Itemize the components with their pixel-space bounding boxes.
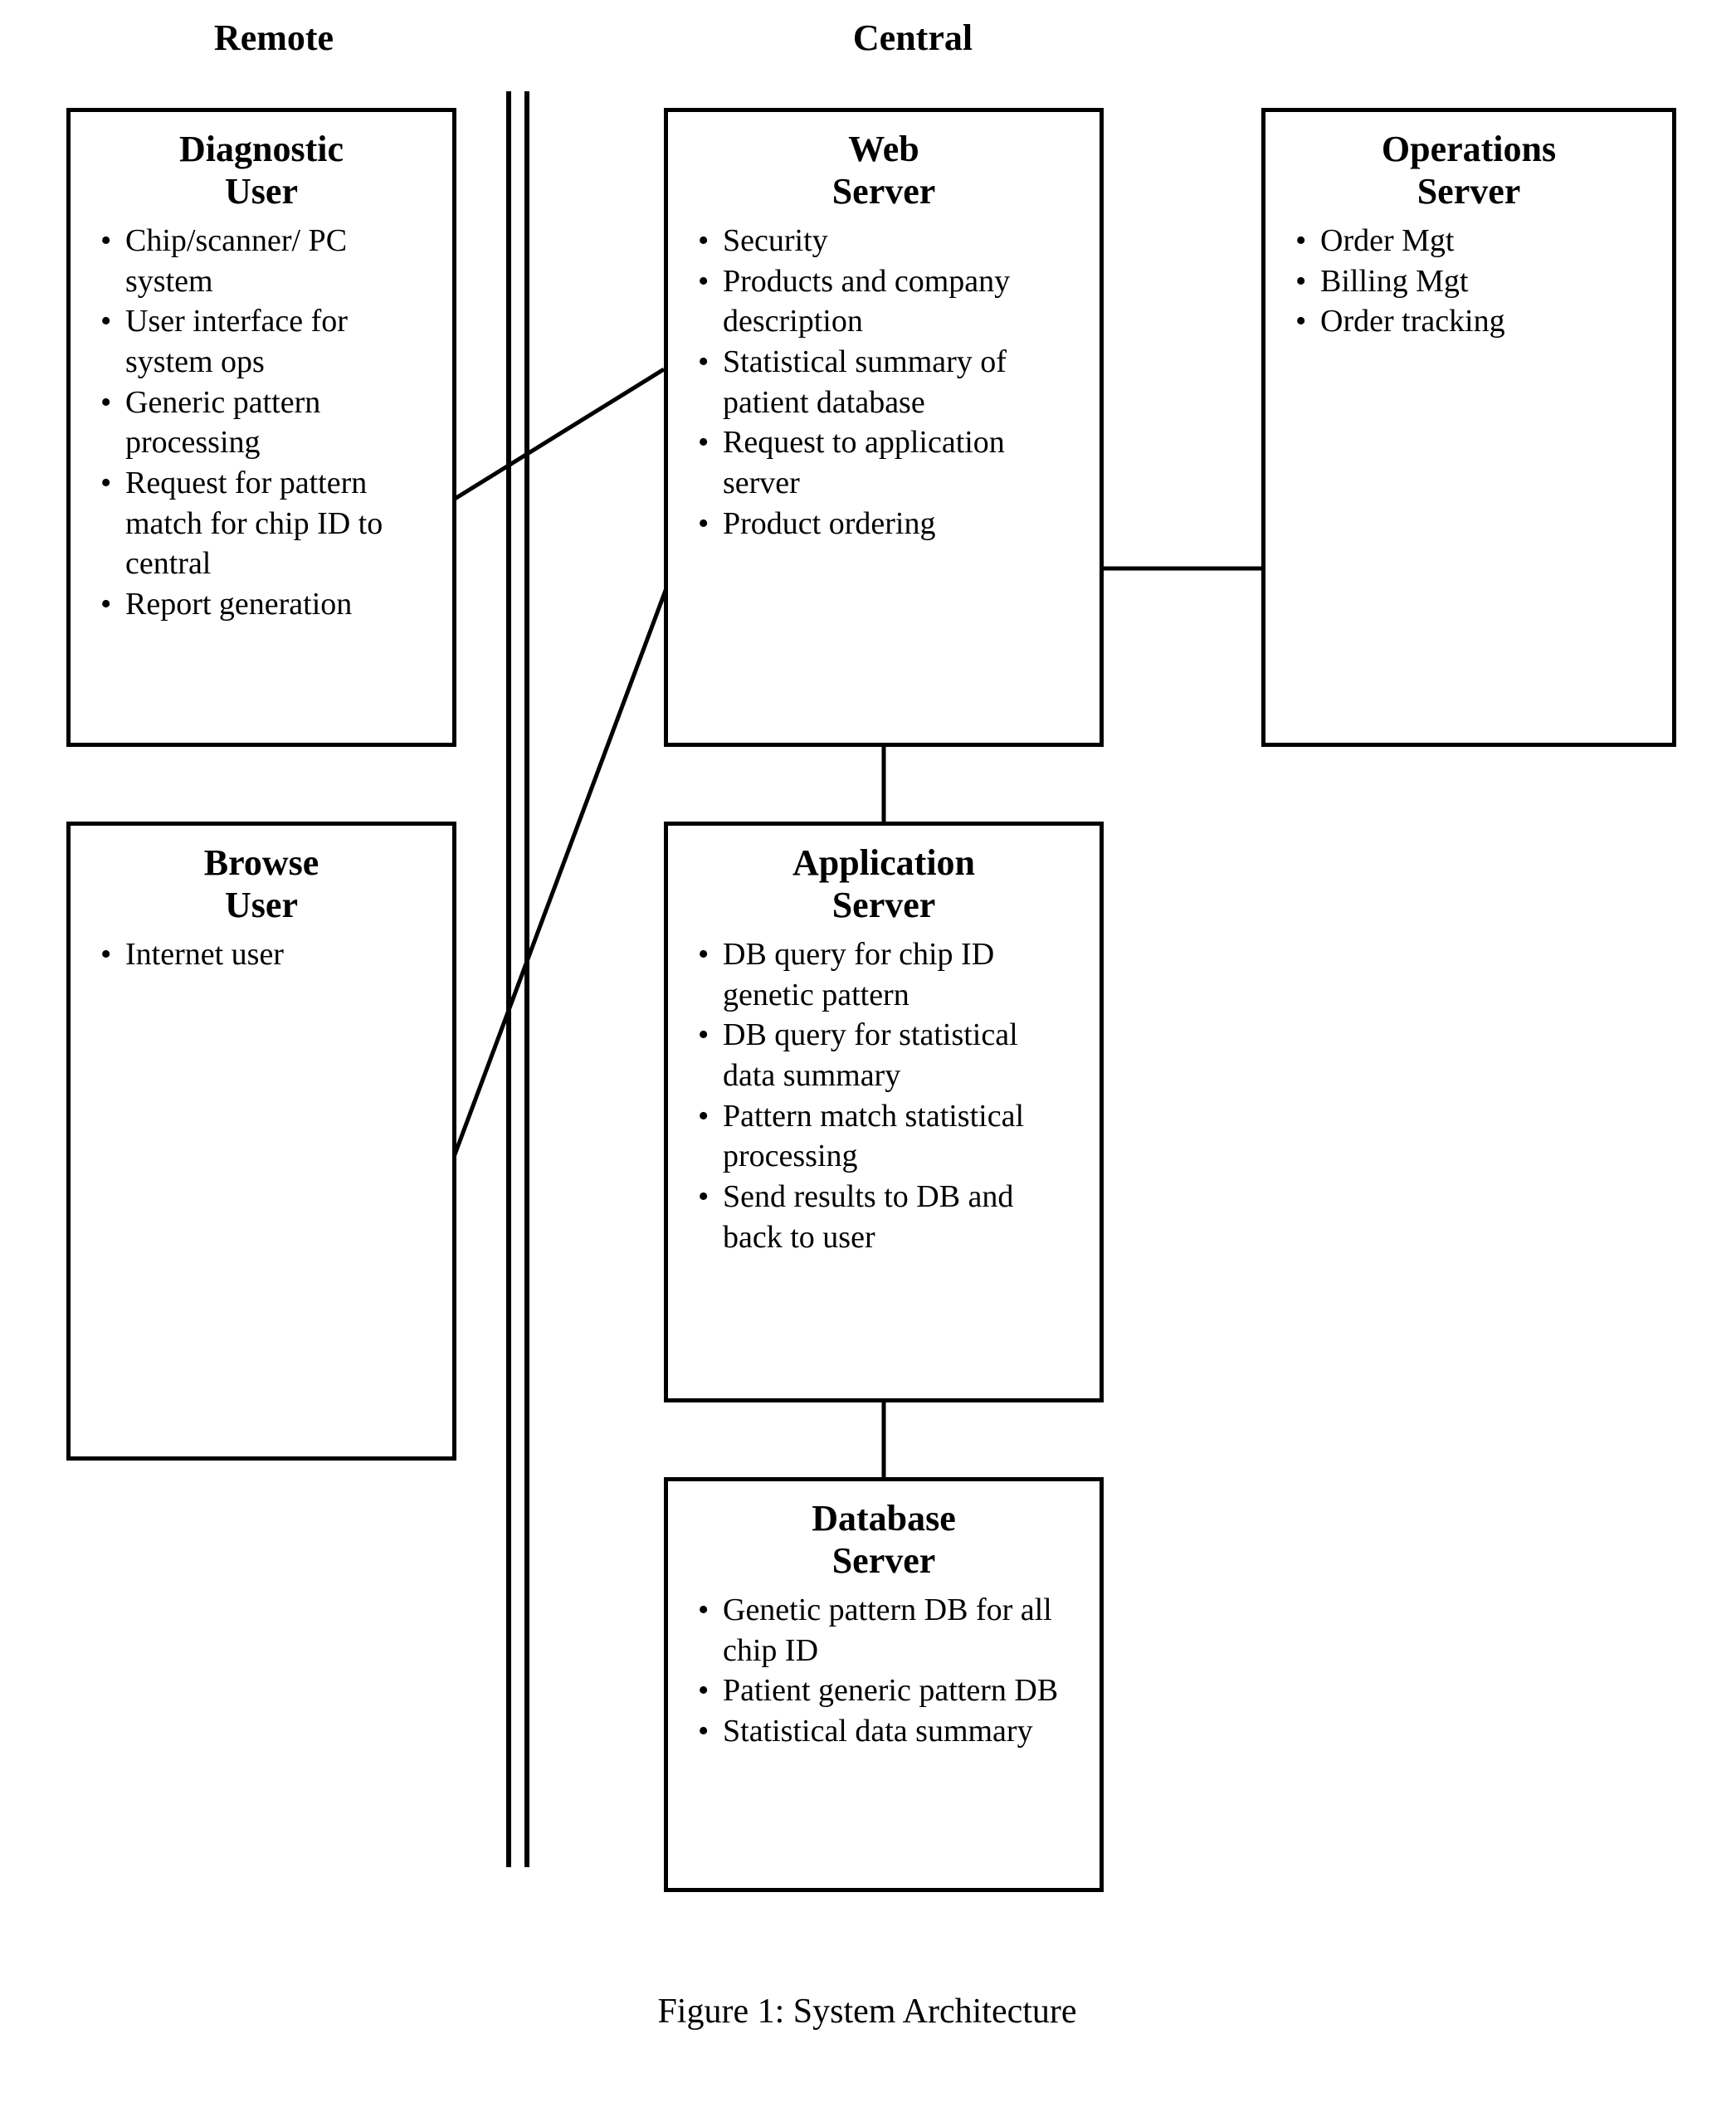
node-title: Diagnostic User	[95, 129, 427, 212]
list-item: Products and company description	[698, 261, 1075, 342]
list-item: Generic pattern processing	[100, 383, 427, 463]
list-item: Report generation	[100, 584, 427, 625]
list-item: Statistical data summary	[698, 1711, 1075, 1752]
node-items: Security Products and company descriptio…	[693, 221, 1075, 544]
node-items: Chip/scanner/ PC system User interface f…	[95, 221, 427, 624]
list-item: Security	[698, 221, 1075, 261]
title-line-2: User	[225, 171, 298, 212]
list-item: Request to application server	[698, 422, 1075, 503]
list-item: Pattern match statistical processing	[698, 1096, 1075, 1177]
title-line-1: Application	[792, 842, 975, 883]
list-item: Product ordering	[698, 504, 1075, 544]
node-items: Order Mgt Billing Mgt Order tracking	[1290, 221, 1647, 342]
list-item: Billing Mgt	[1295, 261, 1647, 302]
diagram-canvas: Remote Central Diagnostic User Chip/scan…	[0, 0, 1736, 2112]
title-line-2: Server	[1417, 171, 1521, 212]
title-line-1: Web	[848, 129, 919, 169]
title-line-1: Operations	[1382, 129, 1556, 169]
list-item: DB query for statistical data summary	[698, 1015, 1075, 1095]
node-diagnostic-user: Diagnostic User Chip/scanner/ PC system …	[66, 108, 456, 747]
node-title: Browse User	[95, 842, 427, 926]
node-title: Operations Server	[1290, 129, 1647, 212]
list-item: DB query for chip ID genetic pattern	[698, 934, 1075, 1015]
section-header-remote: Remote	[149, 17, 398, 59]
node-items: DB query for chip ID genetic pattern DB …	[693, 934, 1075, 1257]
node-web-server: Web Server Security Products and company…	[664, 108, 1104, 747]
list-item: Statistical summary of patient database	[698, 342, 1075, 422]
list-item: Order tracking	[1295, 301, 1647, 342]
title-line-2: Server	[832, 1540, 936, 1581]
section-header-central: Central	[788, 17, 1037, 59]
title-line-2: User	[225, 885, 298, 925]
list-item: Internet user	[100, 934, 427, 975]
list-item: Order Mgt	[1295, 221, 1647, 261]
node-browse-user: Browse User Internet user	[66, 822, 456, 1461]
divider-line-left	[506, 91, 511, 1867]
title-line-2: Server	[832, 885, 936, 925]
list-item: Chip/scanner/ PC system	[100, 221, 427, 301]
divider-line-right	[524, 91, 529, 1867]
node-title: Application Server	[693, 842, 1075, 926]
node-database-server: Database Server Genetic pattern DB for a…	[664, 1477, 1104, 1892]
title-line-2: Server	[832, 171, 936, 212]
title-line-1: Database	[812, 1498, 956, 1539]
list-item: Request for pattern match for chip ID to…	[100, 463, 427, 584]
node-application-server: Application Server DB query for chip ID …	[664, 822, 1104, 1402]
node-title: Web Server	[693, 129, 1075, 212]
list-item: Genetic pattern DB for all chip ID	[698, 1590, 1075, 1671]
list-item: Patient generic pattern DB	[698, 1671, 1075, 1711]
list-item: Send results to DB and back to user	[698, 1177, 1075, 1257]
title-line-1: Browse	[204, 842, 319, 883]
node-items: Internet user	[95, 934, 427, 975]
title-line-1: Diagnostic	[179, 129, 344, 169]
node-title: Database Server	[693, 1498, 1075, 1582]
node-operations-server: Operations Server Order Mgt Billing Mgt …	[1261, 108, 1676, 747]
figure-caption: Figure 1: System Architecture	[597, 1992, 1137, 2032]
list-item: User interface for system ops	[100, 301, 427, 382]
node-items: Genetic pattern DB for all chip ID Patie…	[693, 1590, 1075, 1752]
